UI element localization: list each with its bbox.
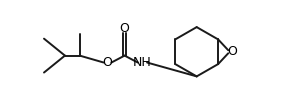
Text: NH: NH bbox=[133, 56, 152, 69]
Text: O: O bbox=[120, 22, 130, 35]
Text: O: O bbox=[227, 45, 237, 58]
Text: O: O bbox=[103, 56, 113, 69]
